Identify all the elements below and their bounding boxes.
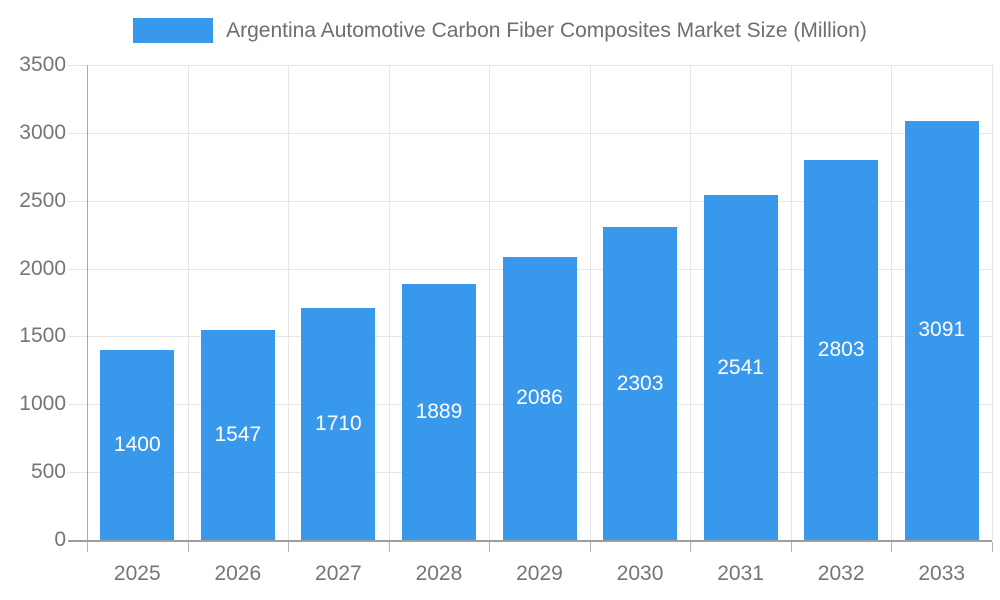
legend-label: Argentina Automotive Carbon Fiber Compos… [226,19,867,42]
bar[interactable]: 1400 [100,350,175,540]
x-axis-label: 2026 [214,562,262,585]
y-axis-label: 2000 [19,256,66,280]
bar[interactable]: 1889 [401,283,476,540]
bar-value-label: 2086 [516,386,563,410]
gridline-vertical [690,65,692,540]
x-axis-label: 2031 [717,562,764,585]
x-axis-label: 2030 [616,562,664,585]
bar[interactable]: 1547 [200,330,275,540]
y-axis-label: 500 [30,460,66,484]
x-axis-tick [790,542,792,552]
x-axis-line [68,540,992,542]
y-axis-label: 0 [54,528,66,551]
x-axis-tick [589,542,591,552]
x-axis-label: 2032 [817,562,865,585]
y-axis-label: 1500 [19,324,66,348]
legend-item[interactable]: Argentina Automotive Carbon Fiber Compos… [0,18,1000,43]
y-axis-label: 3500 [19,53,66,76]
gridline-vertical [589,65,591,540]
x-axis-tick [690,542,692,552]
y-axis-label: 1000 [19,392,66,416]
gridline-horizontal [68,200,992,202]
x-axis-tick [891,542,893,552]
bar-value-label: 3091 [918,318,966,342]
bar-value-label: 2803 [817,337,865,361]
x-axis-label: 2033 [918,562,966,585]
bar[interactable]: 1710 [301,307,376,540]
y-axis-line [87,65,88,540]
bar-value-label: 1710 [315,411,362,435]
gridline-vertical [288,65,290,540]
bar-value-label: 1889 [415,399,463,423]
x-axis-label: 2027 [315,562,362,585]
x-axis-tick [992,542,993,552]
x-axis-tick [187,542,189,552]
bar[interactable]: 3091 [904,120,979,540]
bar-value-label: 2541 [717,355,764,379]
gridline-horizontal [68,65,992,66]
bar-value-label: 2303 [616,371,664,395]
gridline-vertical [992,65,993,540]
gridline-vertical [388,65,390,540]
x-axis-tick [87,542,88,552]
gridline-horizontal [68,132,992,134]
y-axis-label: 3000 [19,120,66,144]
x-axis-label: 2025 [113,562,161,585]
gridline-vertical [891,65,893,540]
bar-value-label: 1400 [113,433,161,456]
bar[interactable]: 2086 [502,256,577,540]
gridline-vertical [790,65,792,540]
x-axis-label: 2029 [516,562,563,585]
bar[interactable]: 2541 [703,195,778,540]
x-axis-tick [288,542,290,552]
bar-value-label: 1547 [214,423,262,447]
gridline-vertical [187,65,189,540]
y-axis-label: 2500 [19,188,66,212]
bar[interactable]: 2303 [603,227,678,540]
gridline-vertical [489,65,491,540]
bar[interactable]: 2803 [804,159,879,540]
x-axis-label: 2028 [415,562,463,585]
x-axis-tick [388,542,390,552]
x-axis-tick [489,542,491,552]
legend-swatch [133,18,214,43]
